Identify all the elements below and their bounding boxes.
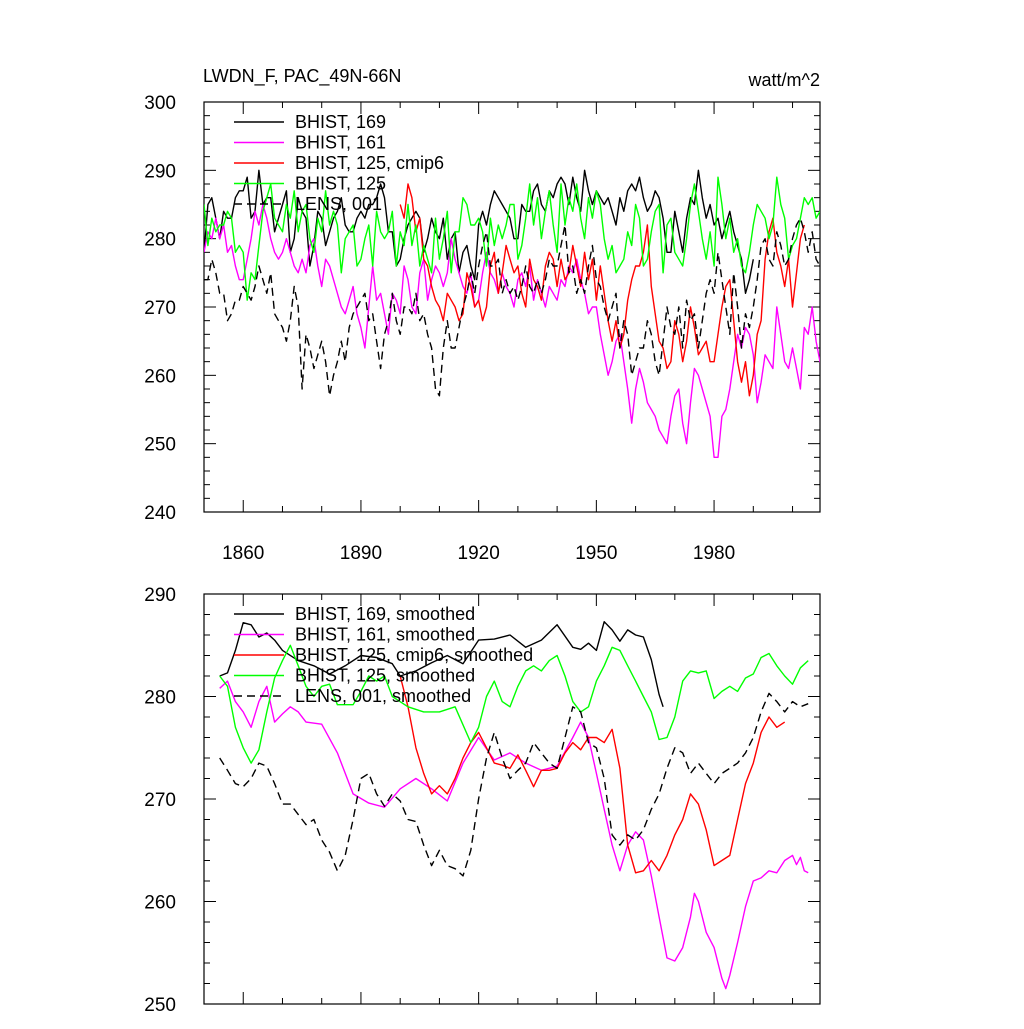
y-tick-label: 250 [144,995,176,1016]
y-tick-label: 240 [144,503,176,524]
series-line-bhist-125-cmip6-smoothed [399,675,786,874]
legend-label: BHIST, 125, cmip6 [295,153,444,173]
series-line-bhist-125-smoothed [219,644,809,764]
units-label: watt/m^2 [748,70,820,90]
legend-label: BHIST, 125 [295,174,386,194]
series-line-lens-001-smoothed [219,692,809,877]
series-line-lens-001 [204,217,820,397]
y-tick-label: 270 [144,298,176,319]
legend-label: BHIST, 161, smoothed [295,625,475,645]
legend-label: BHIST, 125, smoothed [295,666,475,686]
y-tick-label: 300 [144,93,176,114]
x-tick-label: 1950 [575,543,617,564]
series-line-bhist-169-smoothed [219,621,664,708]
y-tick-label: 280 [144,688,176,709]
y-tick-label: 290 [144,585,176,606]
y-tick-label: 260 [144,893,176,914]
series-line-bhist-125-cmip6 [399,183,805,397]
panel-title: LWDN_F, PAC_49N-66N [203,66,401,87]
y-tick-label: 250 [144,435,176,456]
legend-label: BHIST, 125, cmip6, smoothed [295,645,533,665]
legend-label: BHIST, 169, smoothed [295,604,475,624]
legend-label: BHIST, 161 [295,133,386,153]
x-tick-label: 1920 [458,543,500,564]
series-line-bhist-169 [204,169,754,294]
y-tick-label: 260 [144,366,176,387]
series-line-bhist-125 [204,176,820,301]
legend-label: LENS, 001 [295,194,382,214]
y-tick-label: 270 [144,790,176,811]
legend-label: LENS, 001, smoothed [295,686,471,706]
series-line-bhist-161-smoothed [219,680,809,990]
legend-label: BHIST, 169 [295,112,386,132]
top-panel: 240 250 260 270 280 290 300 1860 1890 1920 1950 198… [144,93,821,564]
y-tick-label: 280 [144,230,176,251]
x-tick-label: 1860 [222,543,264,564]
x-tick-label: 1890 [340,543,382,564]
y-tick-label: 290 [144,161,176,182]
x-tick-label: 1980 [693,543,735,564]
